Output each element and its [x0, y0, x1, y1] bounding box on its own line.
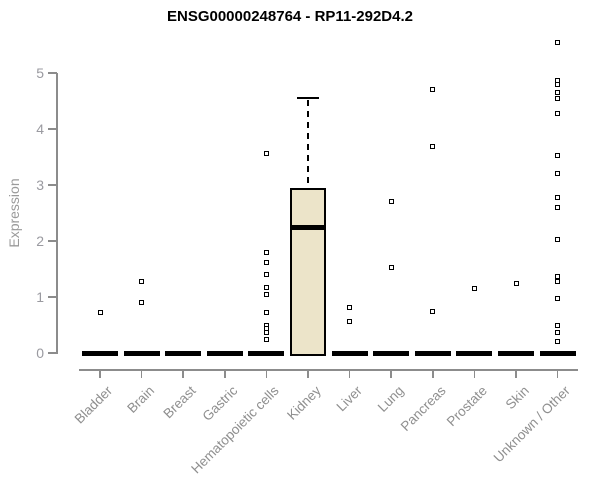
- collapsed-box-median-bar: [539, 351, 576, 356]
- x-tick-label: Bladder: [72, 383, 116, 427]
- y-axis-tick: [48, 296, 57, 298]
- outlier-point: [263, 250, 269, 256]
- outlier-point: [430, 309, 436, 315]
- outlier-point: [555, 89, 561, 95]
- outlier-point: [555, 295, 561, 301]
- outlier-point: [555, 278, 561, 284]
- outlier-point: [471, 286, 477, 292]
- outlier-point: [555, 237, 561, 243]
- x-tick-label: Gastric: [199, 383, 241, 424]
- outlier-point: [139, 278, 145, 284]
- outlier-point: [139, 300, 145, 306]
- outlier-point: [555, 111, 561, 117]
- y-axis-tick: [48, 240, 57, 242]
- outlier-point: [263, 260, 269, 266]
- outlier-point: [347, 318, 353, 324]
- collapsed-box-median-bar: [206, 351, 243, 356]
- x-axis-tick: [473, 370, 476, 378]
- collapsed-box-median-bar: [123, 351, 160, 356]
- outlier-point: [513, 280, 519, 286]
- x-axis-tick: [348, 370, 351, 378]
- y-axis-tick: [48, 184, 57, 186]
- outlier-point: [263, 291, 269, 297]
- x-axis-tick: [307, 370, 309, 378]
- x-tick-label: Liver: [333, 383, 366, 415]
- y-tick-label: 1: [36, 289, 44, 305]
- collapsed-box-median-bar: [82, 351, 118, 356]
- x-tick-label: Lung: [374, 383, 407, 415]
- outlier-point: [388, 264, 394, 270]
- x-axis-tick: [224, 370, 226, 378]
- x-axis-line: [79, 369, 578, 371]
- y-axis-tick: [48, 72, 57, 74]
- outlier-point: [263, 272, 269, 278]
- outlier-point: [263, 150, 269, 156]
- outlier-point: [263, 310, 269, 316]
- collapsed-box-median-bar: [498, 351, 534, 356]
- collapsed-box-median-bar: [165, 351, 202, 356]
- y-tick-label: 4: [36, 121, 44, 137]
- outlier-point: [555, 273, 561, 279]
- x-axis-tick: [390, 370, 392, 378]
- x-tick-label: Skin: [502, 383, 532, 413]
- outlier-point: [347, 304, 353, 310]
- x-axis-tick: [140, 370, 143, 378]
- outlier-point: [555, 39, 561, 45]
- x-axis-tick: [515, 370, 517, 378]
- whisker-line: [307, 100, 309, 188]
- x-tick-label: Prostate: [443, 383, 491, 430]
- outlier-point: [555, 338, 561, 344]
- collapsed-box-median-bar: [456, 351, 493, 356]
- chart-title: ENSG00000248764 - RP11-292D4.2: [166, 8, 413, 25]
- outlier-point: [555, 204, 561, 210]
- y-tick-label: 0: [36, 345, 44, 361]
- outlier-point: [555, 194, 561, 200]
- box: [290, 187, 326, 356]
- outlier-point: [555, 95, 561, 101]
- collapsed-box-median-bar: [414, 351, 451, 356]
- outlier-point: [263, 330, 269, 336]
- whisker-cap: [297, 96, 319, 100]
- x-tick-label: Breast: [160, 383, 199, 422]
- x-tick-label: Pancreas: [397, 383, 449, 434]
- x-axis-tick: [99, 370, 101, 378]
- x-tick-label: Kidney: [283, 383, 324, 423]
- collapsed-box-median-bar: [373, 351, 410, 356]
- y-axis-tick: [48, 352, 57, 354]
- outlier-point: [430, 86, 436, 92]
- x-axis-tick: [182, 370, 184, 378]
- outlier-point: [555, 81, 561, 87]
- y-axis-tick: [48, 128, 57, 130]
- outlier-point: [388, 198, 394, 204]
- x-axis-tick: [556, 370, 559, 378]
- outlier-point: [555, 330, 561, 336]
- outlier-point: [97, 309, 103, 315]
- x-tick-label: Unknown / Other: [490, 383, 574, 466]
- collapsed-box-median-bar: [248, 351, 285, 356]
- x-tick-label: Brain: [124, 383, 158, 416]
- outlier-point: [555, 153, 561, 159]
- y-tick-label: 3: [36, 177, 44, 193]
- collapsed-box-median-bar: [331, 351, 368, 356]
- outlier-point: [263, 336, 269, 342]
- y-tick-label: 2: [36, 233, 44, 249]
- x-axis-tick: [265, 370, 268, 378]
- outlier-point: [555, 322, 561, 328]
- outlier-point: [555, 170, 561, 176]
- x-axis-tick: [432, 370, 434, 378]
- box-median-line: [292, 225, 324, 231]
- y-axis-line: [56, 73, 58, 354]
- outlier-point: [430, 144, 436, 150]
- outlier-point: [263, 284, 269, 290]
- y-tick-label: 5: [36, 65, 44, 81]
